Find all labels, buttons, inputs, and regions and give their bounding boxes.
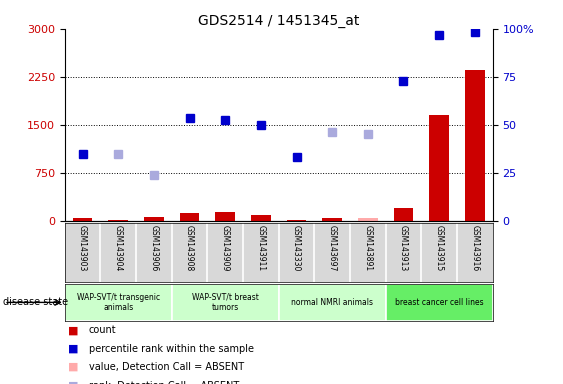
Text: rank, Detection Call = ABSENT: rank, Detection Call = ABSENT bbox=[89, 381, 239, 384]
Bar bbox=[216, 212, 235, 221]
Text: count: count bbox=[89, 325, 117, 335]
Text: GSM143891: GSM143891 bbox=[363, 225, 372, 271]
Text: breast cancer cell lines: breast cancer cell lines bbox=[395, 298, 484, 307]
Text: GSM143908: GSM143908 bbox=[185, 225, 194, 271]
Text: GSM143913: GSM143913 bbox=[399, 225, 408, 271]
Bar bbox=[279, 284, 386, 321]
Text: GSM143915: GSM143915 bbox=[435, 225, 444, 271]
Text: GSM143903: GSM143903 bbox=[78, 225, 87, 271]
Text: disease state: disease state bbox=[3, 297, 68, 308]
Text: GSM143330: GSM143330 bbox=[292, 225, 301, 271]
Bar bbox=[430, 115, 449, 221]
Text: GSM143916: GSM143916 bbox=[470, 225, 479, 271]
Text: GSM143911: GSM143911 bbox=[256, 225, 265, 271]
Text: ■: ■ bbox=[68, 381, 78, 384]
Bar bbox=[172, 284, 279, 321]
Bar bbox=[323, 218, 342, 221]
Text: GSM143906: GSM143906 bbox=[149, 225, 158, 271]
Text: GSM143697: GSM143697 bbox=[328, 225, 337, 271]
Bar bbox=[180, 213, 199, 221]
Bar bbox=[465, 70, 485, 221]
Text: GSM143909: GSM143909 bbox=[221, 225, 230, 271]
Bar bbox=[386, 284, 493, 321]
Bar bbox=[394, 208, 413, 221]
Text: normal NMRI animals: normal NMRI animals bbox=[291, 298, 373, 307]
Bar bbox=[358, 218, 378, 221]
Text: percentile rank within the sample: percentile rank within the sample bbox=[89, 344, 254, 354]
Text: value, Detection Call = ABSENT: value, Detection Call = ABSENT bbox=[89, 362, 244, 372]
Bar bbox=[287, 220, 306, 221]
Text: ■: ■ bbox=[68, 325, 78, 335]
Text: WAP-SVT/t breast
tumors: WAP-SVT/t breast tumors bbox=[192, 293, 258, 312]
Bar bbox=[65, 284, 172, 321]
Bar bbox=[251, 215, 271, 221]
Bar bbox=[73, 218, 92, 221]
Text: GSM143904: GSM143904 bbox=[114, 225, 123, 271]
Bar bbox=[144, 217, 164, 221]
Bar bbox=[109, 220, 128, 221]
Text: ■: ■ bbox=[68, 344, 78, 354]
Title: GDS2514 / 1451345_at: GDS2514 / 1451345_at bbox=[198, 14, 359, 28]
Text: ■: ■ bbox=[68, 362, 78, 372]
Text: WAP-SVT/t transgenic
animals: WAP-SVT/t transgenic animals bbox=[77, 293, 160, 312]
